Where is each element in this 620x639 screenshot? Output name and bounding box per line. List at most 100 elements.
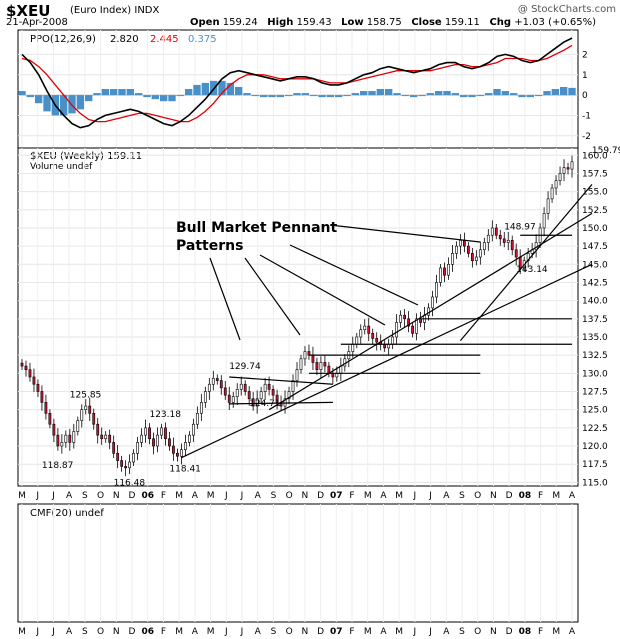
price-label: 148.97 xyxy=(504,222,535,232)
candle-body xyxy=(291,380,295,392)
x-tick-label: A xyxy=(192,491,199,501)
cmf-grid xyxy=(21,504,573,622)
candle-body xyxy=(32,376,36,385)
candle-body xyxy=(395,322,399,338)
ppo-histogram-bar xyxy=(468,95,476,98)
ppo-histogram-bar xyxy=(326,95,335,98)
x-tick-label: F xyxy=(349,491,354,501)
x-tick-label: S xyxy=(82,627,88,637)
ppo-histogram-bar xyxy=(418,95,426,97)
ppo-histogram-bar xyxy=(43,95,51,112)
x-tick-label: J xyxy=(35,491,39,501)
ppo-histogram-bar xyxy=(318,95,326,98)
ppo-histogram-bar xyxy=(501,91,510,96)
candle-body xyxy=(243,383,247,392)
price-tick-label: 125.0 xyxy=(582,406,608,416)
x-tick-label: O xyxy=(97,627,104,637)
candle-body xyxy=(128,461,131,469)
candle-body xyxy=(116,452,120,461)
candle-body xyxy=(455,245,458,254)
ppo-histogram-bar xyxy=(151,95,160,100)
price-tick-label: 142.5 xyxy=(582,278,608,288)
x-tick-label: M xyxy=(552,491,560,501)
candle-body xyxy=(76,420,80,432)
candle-body xyxy=(247,391,251,400)
candle-body xyxy=(80,409,84,421)
x-tick-label: M xyxy=(364,491,372,501)
ppo-histogram-bar xyxy=(59,95,68,116)
price-candles xyxy=(20,155,574,477)
candle-body xyxy=(140,434,143,443)
high-value: 159.43 xyxy=(296,17,332,28)
x-tick-label: A xyxy=(443,627,450,637)
candle-body xyxy=(562,167,566,174)
x-tick-label: N xyxy=(113,491,120,501)
candle-body xyxy=(100,434,104,440)
candle-body xyxy=(451,253,454,265)
ppo-histogram-bar xyxy=(84,95,93,102)
x-tick-label: N xyxy=(301,627,308,637)
x-tick-label: A xyxy=(192,627,199,637)
x-tick-label: S xyxy=(271,491,277,501)
cmf-legend-label: CMF(20) undef xyxy=(30,508,104,519)
ppo-histogram-bar xyxy=(484,93,493,96)
x-tick-label: M xyxy=(18,491,26,501)
x-tick-label: M xyxy=(18,627,26,637)
candle-body xyxy=(463,240,466,247)
candle-body xyxy=(486,234,490,243)
price-tick-label: 155.0 xyxy=(582,188,608,198)
ppo-histogram-bar xyxy=(26,95,35,98)
candle-body xyxy=(459,240,462,247)
x-tick-label: A xyxy=(569,491,576,501)
x-tick-label: O xyxy=(97,491,104,501)
x-tick-label: J xyxy=(51,627,55,637)
candle-body xyxy=(391,336,395,345)
annotation-arrow xyxy=(329,224,481,243)
candle-body xyxy=(319,362,323,370)
candle-body xyxy=(203,391,207,403)
volume-label: Volume undef xyxy=(30,162,93,172)
ppo-histogram-bar xyxy=(493,89,501,96)
price-label: 118.87 xyxy=(42,461,74,471)
x-tick-label: S xyxy=(459,491,465,501)
candle-body xyxy=(534,242,538,251)
annotation-arrow xyxy=(244,257,301,336)
ppo-histogram-bar xyxy=(268,95,276,98)
candle-body xyxy=(415,318,418,334)
ppo-lines xyxy=(21,37,573,129)
ppo-histogram-bar xyxy=(201,82,210,96)
x-tick-label: F xyxy=(161,491,166,501)
ppo-histogram-bar xyxy=(76,95,85,110)
trendline xyxy=(459,183,593,342)
x-tick-label: A xyxy=(255,491,262,501)
candle-body xyxy=(215,378,219,381)
x-tick-label: O xyxy=(286,627,293,637)
price-grid xyxy=(18,148,578,486)
ppo-histogram-bar xyxy=(126,89,135,96)
candle-body xyxy=(367,325,371,334)
ppo-histogram-bar xyxy=(309,95,318,97)
candle-body xyxy=(399,314,403,323)
candle-body xyxy=(371,333,375,339)
price-tick-label: 122.5 xyxy=(582,424,608,434)
ppo-histogram-bar xyxy=(34,95,43,104)
ppo-histogram-bar xyxy=(218,80,226,96)
ppo-tick-label: 0 xyxy=(582,91,588,101)
candle-body xyxy=(287,391,291,400)
x-tick-label: D xyxy=(317,627,324,637)
price-tick-label: 160.0 xyxy=(582,151,608,161)
candle-body xyxy=(60,442,64,447)
ppo-histogram-bar xyxy=(351,93,360,96)
histogram-value: 0.375 xyxy=(188,34,217,45)
x-tick-label: 06 xyxy=(141,491,154,501)
ppo-histogram-bar xyxy=(301,93,310,96)
candle-body xyxy=(88,405,92,414)
x-tick-label: M xyxy=(395,491,403,501)
candle-body xyxy=(108,434,112,443)
candle-body xyxy=(510,240,514,251)
candle-body xyxy=(24,365,28,370)
price-label: 124.71 xyxy=(249,399,281,409)
ppo-histogram-bar xyxy=(476,95,485,97)
candle-body xyxy=(427,307,430,316)
candle-body xyxy=(172,445,175,454)
